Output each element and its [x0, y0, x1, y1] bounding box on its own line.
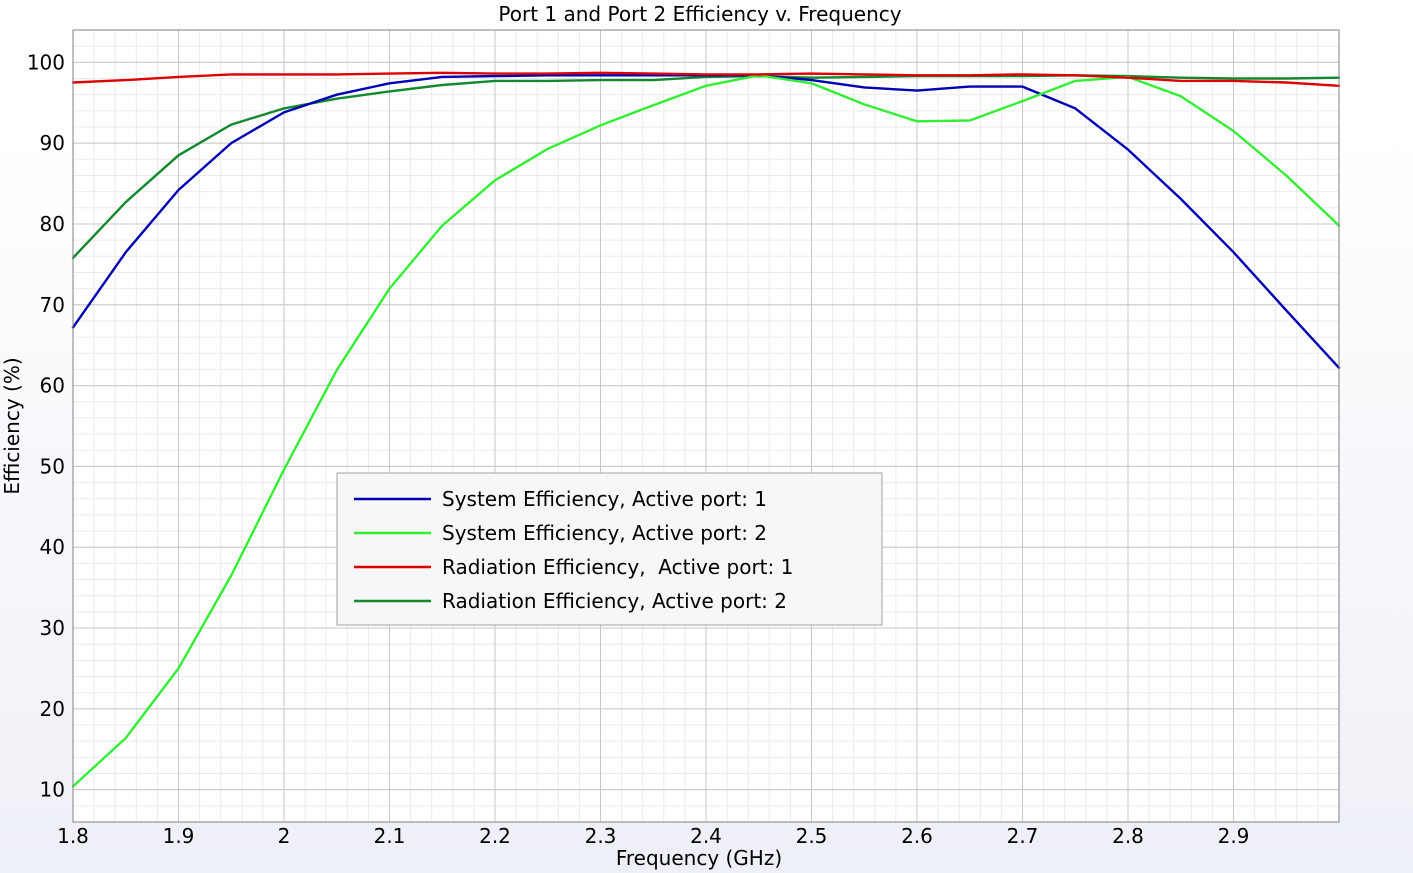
y-tick-label: 90: [40, 131, 65, 155]
x-tick-label: 2: [278, 824, 291, 848]
x-tick-label: 1.8: [57, 824, 89, 848]
y-tick-label: 80: [40, 212, 65, 236]
x-tick-label: 2.3: [585, 824, 617, 848]
x-tick-label: 2.6: [901, 824, 933, 848]
legend-label-3: Radiation Efficiency, Active port: 1: [442, 555, 793, 579]
series-layer: [71, 71, 1341, 788]
x-tick-label: 2.7: [1007, 824, 1039, 848]
chart-title: Port 1 and Port 2 Efficiency v. Frequenc…: [498, 2, 901, 26]
y-axis-tick-labels: 10 20 30 40 50 60 70 80 90 100: [27, 50, 65, 801]
y-tick-label: 20: [40, 697, 65, 721]
x-tick-label: 2.2: [479, 824, 511, 848]
x-tick-label: 2.4: [690, 824, 722, 848]
plot-frame: [72, 29, 1340, 823]
y-axis-title: Efficiency (%): [0, 357, 24, 494]
legend-label-2: System Efficiency, Active port: 2: [442, 521, 767, 545]
x-tick-label: 2.5: [796, 824, 828, 848]
y-tick-label: 40: [40, 535, 65, 559]
legend: System Efficiency, Active port: 1 System …: [336, 472, 883, 626]
x-tick-label: 1.9: [163, 824, 195, 848]
x-axis-title: Frequency (GHz): [616, 846, 782, 870]
legend-label-4: Radiation Efficiency, Active port: 2: [442, 589, 787, 613]
y-tick-label: 10: [40, 778, 65, 802]
y-tick-label: 70: [40, 293, 65, 317]
y-tick-label: 100: [27, 50, 65, 74]
x-tick-label: 2.1: [374, 824, 406, 848]
x-tick-label: 2.9: [1218, 824, 1250, 848]
y-tick-label: 60: [40, 374, 65, 398]
series-line-3: [71, 71, 1341, 88]
major-grid: [72, 30, 1339, 822]
x-axis-tick-labels: 1.8 1.9 2 2.1 2.2 2.3 2.4 2.5 2.6 2.7 2.8 2.9: [57, 824, 1249, 848]
y-tick-label: 50: [40, 454, 65, 478]
x-tick-label: 2.8: [1112, 824, 1144, 848]
legend-label-1: System Efficiency, Active port: 1: [442, 487, 767, 511]
y-tick-label: 30: [40, 616, 65, 640]
